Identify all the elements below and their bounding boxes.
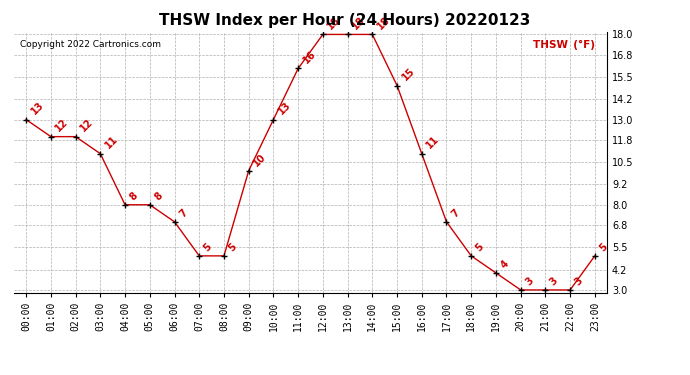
Text: 7: 7	[449, 207, 461, 219]
Text: 18: 18	[326, 15, 342, 32]
Text: 13: 13	[276, 100, 293, 117]
Text: 12: 12	[79, 117, 95, 134]
Text: 3: 3	[573, 275, 584, 287]
Text: 18: 18	[351, 15, 367, 32]
Text: 15: 15	[400, 66, 417, 83]
Text: 7: 7	[177, 207, 189, 219]
Text: 5: 5	[202, 241, 214, 253]
Text: 5: 5	[598, 241, 609, 253]
Text: 11: 11	[424, 134, 441, 151]
Text: 18: 18	[375, 15, 392, 32]
Text: 13: 13	[29, 100, 46, 117]
Text: Copyright 2022 Cartronics.com: Copyright 2022 Cartronics.com	[20, 40, 161, 49]
Text: 8: 8	[128, 190, 140, 202]
Text: 8: 8	[152, 190, 164, 202]
Text: 16: 16	[301, 49, 317, 66]
Text: 10: 10	[251, 151, 268, 168]
Text: 11: 11	[103, 134, 120, 151]
Text: 4: 4	[499, 258, 511, 270]
Text: 5: 5	[474, 241, 486, 253]
Text: 5: 5	[227, 241, 239, 253]
Text: 12: 12	[54, 117, 70, 134]
Text: 3: 3	[524, 275, 535, 287]
Text: THSW Index per Hour (24 Hours) 20220123: THSW Index per Hour (24 Hours) 20220123	[159, 13, 531, 28]
Text: 3: 3	[548, 275, 560, 287]
Text: THSW (°F): THSW (°F)	[533, 40, 595, 50]
